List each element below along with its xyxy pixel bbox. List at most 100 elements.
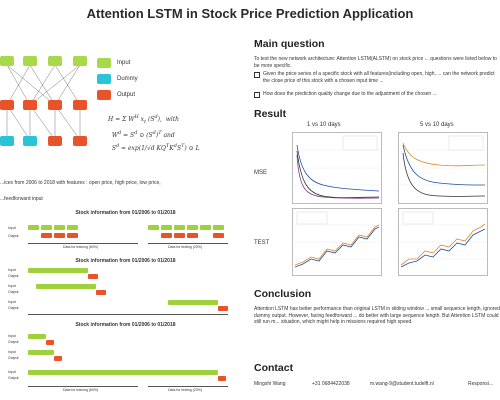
legend-item-dummy: Dummy [97, 74, 138, 84]
series-line [402, 152, 486, 197]
legend-swatch [97, 74, 111, 84]
divider [28, 314, 228, 315]
legend-swatch [97, 90, 111, 100]
row-label: Input [8, 350, 16, 354]
data-description: ...ices from 2006 to 2018 with features … [0, 180, 161, 186]
question-text: How does the prediction quality change d… [263, 91, 437, 97]
input-node [73, 56, 87, 66]
test-chart-1 [292, 208, 382, 276]
row-label: Input [8, 300, 16, 304]
timeline-title: Stock information from 01/2006 to 01/201… [75, 210, 176, 216]
chart-legend [448, 135, 484, 151]
output-node [73, 136, 87, 146]
input-bar [168, 300, 218, 305]
checkbox-icon [254, 92, 260, 98]
network-diagram [0, 56, 87, 146]
input-node [0, 56, 14, 66]
row-label: Output [8, 290, 19, 294]
contact-phone: +31 0684422038 [312, 381, 350, 387]
output-bar [46, 340, 54, 345]
input-node [23, 56, 37, 66]
row-label: Output [8, 274, 19, 278]
divider [28, 386, 138, 387]
main-question-heading: Main question [254, 38, 325, 50]
test-label: Data for testing (20%) [168, 245, 203, 249]
contact-extra: Responsi... [468, 381, 494, 387]
row-header-mse: MSE [254, 170, 268, 176]
timeline-title: Stock information from 01/2006 to 01/201… [75, 322, 176, 328]
input-bar [28, 225, 39, 230]
output-bar [54, 233, 65, 238]
timeline-panel-1: Stock information from 01/2006 to 01/201… [8, 210, 243, 258]
chart-legend [342, 135, 378, 151]
output-bar [174, 233, 185, 238]
question-item: How does the prediction quality change d… [254, 91, 500, 98]
formula-line: H = Σ WH xt (Sd), with [108, 114, 180, 126]
row-label: Input [8, 334, 16, 338]
question-item: Given the price series of a specific sto… [254, 71, 500, 84]
result-heading: Result [254, 108, 287, 120]
test-label: Data for testing (20%) [168, 388, 203, 392]
formula-block: H = Σ WH xt (Sd), with Wd = Sd ⊙ (Sd)T a… [108, 112, 238, 154]
checkbox-icon [254, 72, 260, 78]
input-bar [41, 225, 52, 230]
input-bar [161, 225, 172, 230]
formula-line: Sd = exp(1/√d KQTKdST) ⊙ L [108, 143, 200, 153]
output-bar [218, 306, 228, 311]
feedforward-description: ...feedforward input [0, 196, 43, 202]
series-line [294, 224, 380, 266]
row-label: Input [8, 284, 16, 288]
hidden-node [73, 100, 87, 110]
timeline-panel-3: Stock information from 01/2006 to 01/201… [8, 322, 243, 400]
col-header-2: 5 vs 10 days [420, 122, 454, 128]
output-bar [187, 233, 198, 238]
output-bar [67, 233, 78, 238]
page-title: Attention LSTM in Stock Price Prediction… [86, 6, 414, 21]
series-line [296, 154, 380, 199]
question-text: Given the price series of a specific sto… [263, 71, 495, 84]
legend: Input Dummy Output [97, 58, 138, 100]
output-bar [161, 233, 172, 238]
chart-legend [296, 211, 328, 225]
input-bar [174, 225, 185, 230]
output-bar [41, 233, 52, 238]
conclusion-heading: Conclusion [254, 288, 312, 300]
divider [148, 243, 228, 244]
input-bar [213, 225, 224, 230]
legend-label: Dummy [117, 76, 138, 82]
hidden-node [0, 100, 14, 110]
row-label: Input [8, 370, 16, 374]
train-label: Data for training (60%) [63, 388, 99, 392]
legend-swatch [97, 58, 111, 68]
output-bar [96, 290, 106, 295]
conclusion-text: Attention LSTM has better performance th… [254, 306, 500, 325]
input-bar [28, 350, 54, 355]
legend-item-input: Input [97, 58, 138, 68]
row-label: Input [8, 226, 16, 230]
legend-item-output: Output [97, 90, 138, 100]
input-bar [148, 225, 159, 230]
mse-chart-1 [292, 132, 382, 204]
contact-name: Mingshi Wang [254, 381, 286, 387]
hidden-node [48, 100, 62, 110]
formula-line: Wd = Sd ⊙ (Sd)T and [108, 130, 175, 140]
row-label: Output [8, 306, 19, 310]
test-chart-2 [398, 208, 488, 276]
row-label: Input [8, 268, 16, 272]
contact-heading: Contact [254, 362, 294, 374]
input-bar [36, 284, 96, 289]
input-bar [54, 225, 65, 230]
legend-label: Input [117, 60, 131, 66]
input-bar [67, 225, 78, 230]
series-line [400, 228, 486, 268]
contact-email[interactable]: m.wang-9@student.tudelft.nl [370, 381, 434, 387]
row-label: Output [8, 356, 19, 360]
timeline-panel-2: Stock information from 01/2006 to 01/201… [8, 258, 243, 318]
input-bar [28, 268, 88, 273]
output-node [48, 136, 62, 146]
output-bar [213, 233, 224, 238]
row-label: Output [8, 234, 19, 238]
input-bar [187, 225, 198, 230]
series-line [294, 226, 380, 268]
input-bar [28, 334, 46, 339]
